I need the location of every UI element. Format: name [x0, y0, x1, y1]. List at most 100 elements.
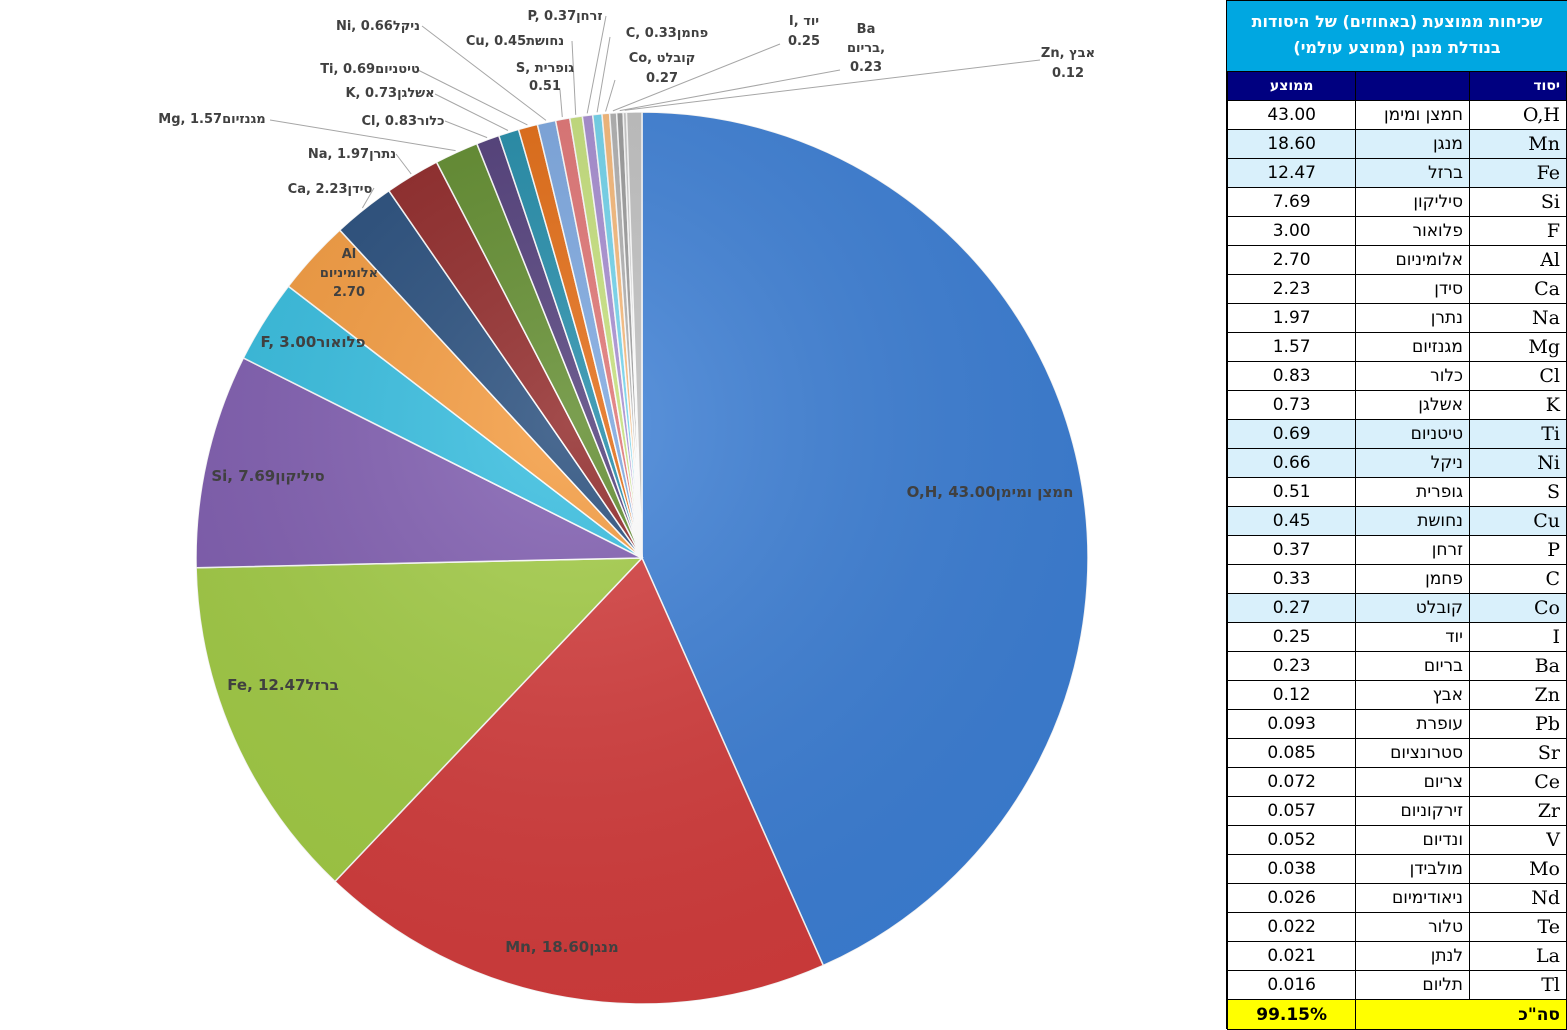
row-hebrew-name: סיליקון — [1355, 187, 1470, 217]
row-hebrew-name: נתרן — [1355, 303, 1470, 333]
row-symbol: Zr — [1468, 796, 1567, 826]
row-symbol: Cl — [1468, 361, 1567, 391]
row-value: 1.57 — [1226, 332, 1357, 362]
row-symbol: C — [1468, 564, 1567, 594]
table-row: 2.70 אלומיניום Al — [1226, 245, 1567, 275]
table-row: 0.83 כלור Cl — [1226, 361, 1567, 391]
row-value: 0.093 — [1226, 709, 1357, 739]
row-hebrew-name: מגנזיום — [1355, 332, 1470, 362]
table-title: שכיחות ממוצעת (באחוזים) של היסודות בנודל… — [1227, 1, 1567, 71]
table-row: 0.69 טיטניום Ti — [1226, 419, 1567, 449]
row-value: 2.23 — [1226, 274, 1357, 304]
table-row: 0.057 זירקוניום Zr — [1226, 796, 1567, 826]
row-symbol: Mo — [1468, 854, 1567, 884]
table-title-line1: שכיחות ממוצעת (באחוזים) של היסודות — [1251, 12, 1543, 31]
total-row: 99.15% סה"כ — [1226, 999, 1567, 1030]
elements-table: ממוצע יסוד 43.00 חמצן ומימן O,H 18.60 מנגן Mn… — [1226, 71, 1567, 1030]
table-row: 0.093 עופרת Pb — [1226, 709, 1567, 739]
row-symbol: Pb — [1468, 709, 1567, 739]
row-value: 0.072 — [1226, 767, 1357, 797]
pie-chart: O,H, חמצן ומימן43.00 Mn, מנגן18.60 Fe, ברז… — [158, 9, 1095, 1005]
slice-label-al-sym: Al — [342, 247, 357, 262]
slice-label-c: C, פחמן0.33 — [626, 26, 708, 41]
row-symbol: K — [1468, 390, 1567, 420]
leader-line — [596, 36, 611, 113]
slice-label-co-value: 0.27 — [646, 71, 678, 86]
table-row: 0.038 מולבידן Mo — [1226, 854, 1567, 884]
row-symbol: P — [1468, 535, 1567, 565]
row-hebrew-name: קובלט — [1355, 593, 1470, 623]
table-row: 12.47 ברזל Fe — [1226, 158, 1567, 188]
slice-label-ba-sym: Ba — [857, 22, 876, 37]
row-hebrew-name: טיטניום — [1355, 419, 1470, 449]
slice-label-al-value: 2.70 — [333, 285, 365, 300]
table-header-row: ממוצע יסוד — [1226, 71, 1567, 101]
row-value: 0.23 — [1226, 651, 1357, 681]
data-table-panel: שכיחות ממוצעת (באחוזים) של היסודות בנודל… — [1226, 0, 1567, 1030]
table-row: 0.66 ניקל Ni — [1226, 448, 1567, 478]
leader-line — [417, 69, 528, 126]
row-symbol: Si — [1468, 187, 1567, 217]
leader-line — [421, 25, 547, 121]
row-symbol: Cu — [1468, 506, 1567, 536]
total-value: 99.15% — [1226, 999, 1357, 1030]
table-row: 18.60 מנגן Mn — [1226, 129, 1567, 159]
row-value: 2.70 — [1226, 245, 1357, 275]
row-value: 0.83 — [1226, 361, 1357, 391]
header-empty — [1355, 71, 1470, 101]
row-symbol: Co — [1468, 593, 1567, 623]
row-symbol: Ba — [1468, 651, 1567, 681]
row-hebrew-name: תליום — [1355, 970, 1470, 1000]
row-hebrew-name: מנגן — [1355, 129, 1470, 159]
table-row: 7.69 סיליקון Si — [1226, 187, 1567, 217]
row-value: 0.45 — [1226, 506, 1357, 536]
slice-label-na: Na, נתרן1.97 — [308, 147, 396, 162]
table-row: 0.021 לנתן La — [1226, 941, 1567, 971]
row-hebrew-name: ונדיום — [1355, 825, 1470, 855]
leader-line — [619, 69, 841, 112]
table-row: 1.57 מגנזיום Mg — [1226, 332, 1567, 362]
row-value: 12.47 — [1226, 158, 1357, 188]
row-hebrew-name: זירקוניום — [1355, 796, 1470, 826]
leader-line — [559, 89, 563, 118]
row-symbol: Fe — [1468, 158, 1567, 188]
table-row: 0.45 נחושת Cu — [1226, 506, 1567, 536]
table-title-line2: בנודלת מנגן (ממוצע עולמי) — [1293, 38, 1501, 57]
leader-line — [571, 40, 577, 115]
slice-label-i-value: 0.25 — [788, 34, 820, 49]
table-body: 43.00 חמצן ומימן O,H 18.60 מנגן Mn 12.47 ברזל Fe… — [1226, 100, 1567, 1000]
row-hebrew-name: פלואור — [1355, 216, 1470, 246]
row-hebrew-name: לנתן — [1355, 941, 1470, 971]
row-value: 0.022 — [1226, 912, 1357, 942]
slice-label-zn-name: Zn, אבץ — [1041, 46, 1095, 61]
leader-line — [395, 153, 412, 175]
slice-label-mn: Mn, מנגן18.60 — [505, 938, 619, 956]
table-row: 2.23 סידן Ca — [1226, 274, 1567, 304]
row-hebrew-name: סידן — [1355, 274, 1470, 304]
table-row: 0.085 סטרונציום Sr — [1226, 738, 1567, 768]
leader-line — [444, 120, 488, 139]
row-symbol: V — [1468, 825, 1567, 855]
table-row: 0.23 בריום Ba — [1226, 651, 1567, 681]
row-value: 0.66 — [1226, 448, 1357, 478]
slice-label-al-name: אלומיניום — [320, 266, 378, 281]
table-row: 0.33 פחמן C — [1226, 564, 1567, 594]
row-value: 18.60 — [1226, 129, 1357, 159]
table-row: 0.25 יוד I — [1226, 622, 1567, 652]
row-value: 0.33 — [1226, 564, 1357, 594]
slice-label-s-name: S, גופרית — [516, 61, 574, 76]
row-value: 0.12 — [1226, 680, 1357, 710]
row-value: 43.00 — [1226, 100, 1357, 130]
row-hebrew-name: נחושת — [1355, 506, 1470, 536]
row-hebrew-name: ניאודימיום — [1355, 883, 1470, 913]
leader-line — [605, 79, 616, 112]
leader-line — [269, 119, 456, 152]
row-hebrew-name: פחמן — [1355, 564, 1470, 594]
row-hebrew-name: כלור — [1355, 361, 1470, 391]
row-symbol: Mn — [1468, 129, 1567, 159]
row-hebrew-name: זרחן — [1355, 535, 1470, 565]
row-value: 0.085 — [1226, 738, 1357, 768]
row-symbol: Zn — [1468, 680, 1567, 710]
leader-line — [612, 43, 781, 112]
row-hebrew-name: ניקל — [1355, 448, 1470, 478]
